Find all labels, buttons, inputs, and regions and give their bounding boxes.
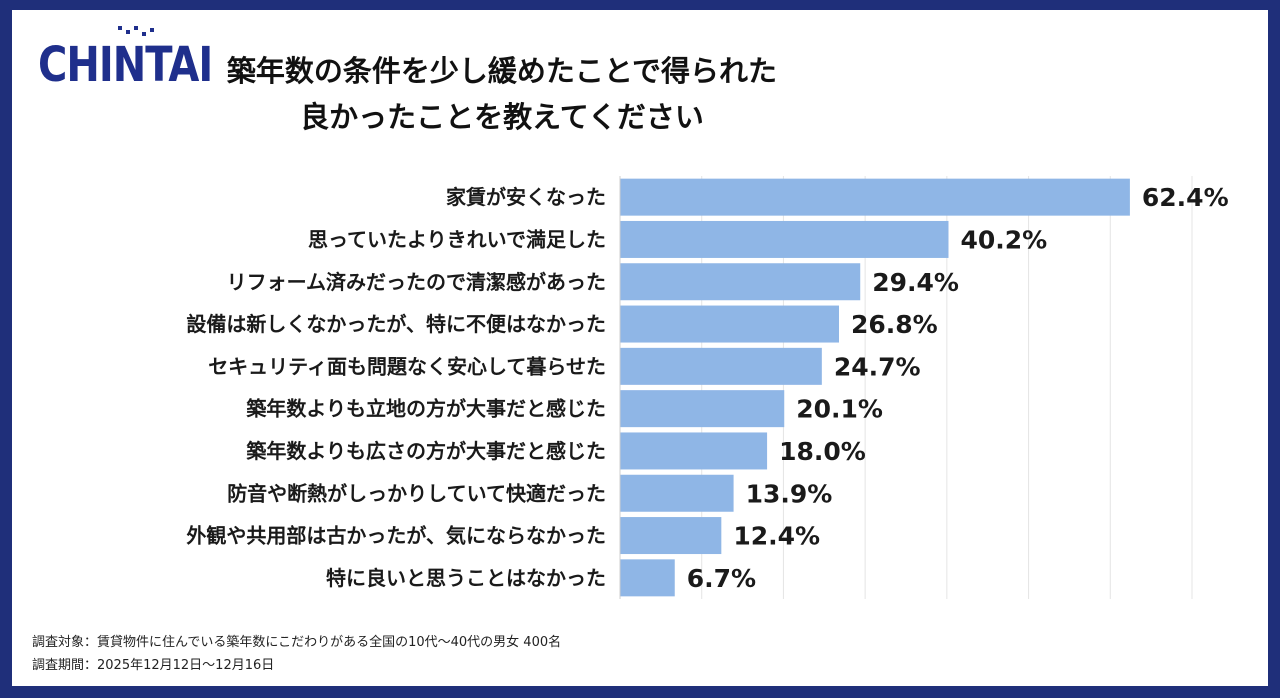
category-label: セキュリティ面も問題なく安心して暮らせた [208,354,606,378]
bar [620,474,734,512]
category-label: 家賃が安くなった [446,185,606,209]
bar-chart: 家賃が安くなった 62.4% 思っていたよりきれいで満足した 40.2% リフォーム済み… [186,176,1229,599]
chart-title-line2: 良かったことを教えてください [300,100,704,134]
bar [620,178,1130,216]
value-label: 26.8% [851,310,938,339]
value-label: 12.4% [733,522,820,551]
footnote-period: 調査期間：2025年12月12日～12月16日 [32,658,275,673]
bar [620,559,675,597]
chart-title-line1: 築年数の条件を少し緩めたことで得られた [226,54,778,88]
bar [620,220,949,258]
category-label: 築年数よりも広さの方が大事だと感じた [245,439,606,463]
bar [620,347,822,385]
value-label: 29.4% [872,268,959,297]
bar [620,305,839,343]
category-label: リフォーム済みだったので清潔感があった [227,270,606,294]
category-label: 外観や共用部は古かったが、気にならなかった [186,524,606,548]
chart-card: CHINTAI 築年数の条件を少し緩めたことで得られた 良かったことを教えてくだ… [12,10,1268,686]
category-label: 特に良いと思うことはなかった [326,566,606,590]
category-label: 築年数よりも立地の方が大事だと感じた [245,397,606,421]
logo-decoration [118,26,154,36]
bar [620,517,722,555]
value-label: 24.7% [834,352,921,381]
value-label: 18.0% [779,437,866,466]
category-label: 思っていたよりきれいで満足した [308,227,606,251]
value-label: 13.9% [746,479,833,508]
bar [620,390,785,428]
bar [620,432,768,470]
value-label: 62.4% [1142,183,1229,212]
category-label: 防音や断熱がしっかりしていて快適だった [227,481,606,505]
category-label: 設備は新しくなかったが、特に不便はなかった [186,312,606,336]
value-label: 20.1% [796,395,883,424]
bar [620,263,861,301]
chart-title: 築年数の条件を少し緩めたことで得られた 良かったことを教えてください [192,48,812,140]
chintai-logo: CHINTAI [38,38,213,94]
value-label: 40.2% [960,225,1047,254]
footnote-subjects: 調査対象：賃貸物件に住んでいる築年数にこだわりがある全国の10代～40代の男女 … [32,635,562,650]
value-label: 6.7% [687,564,756,593]
